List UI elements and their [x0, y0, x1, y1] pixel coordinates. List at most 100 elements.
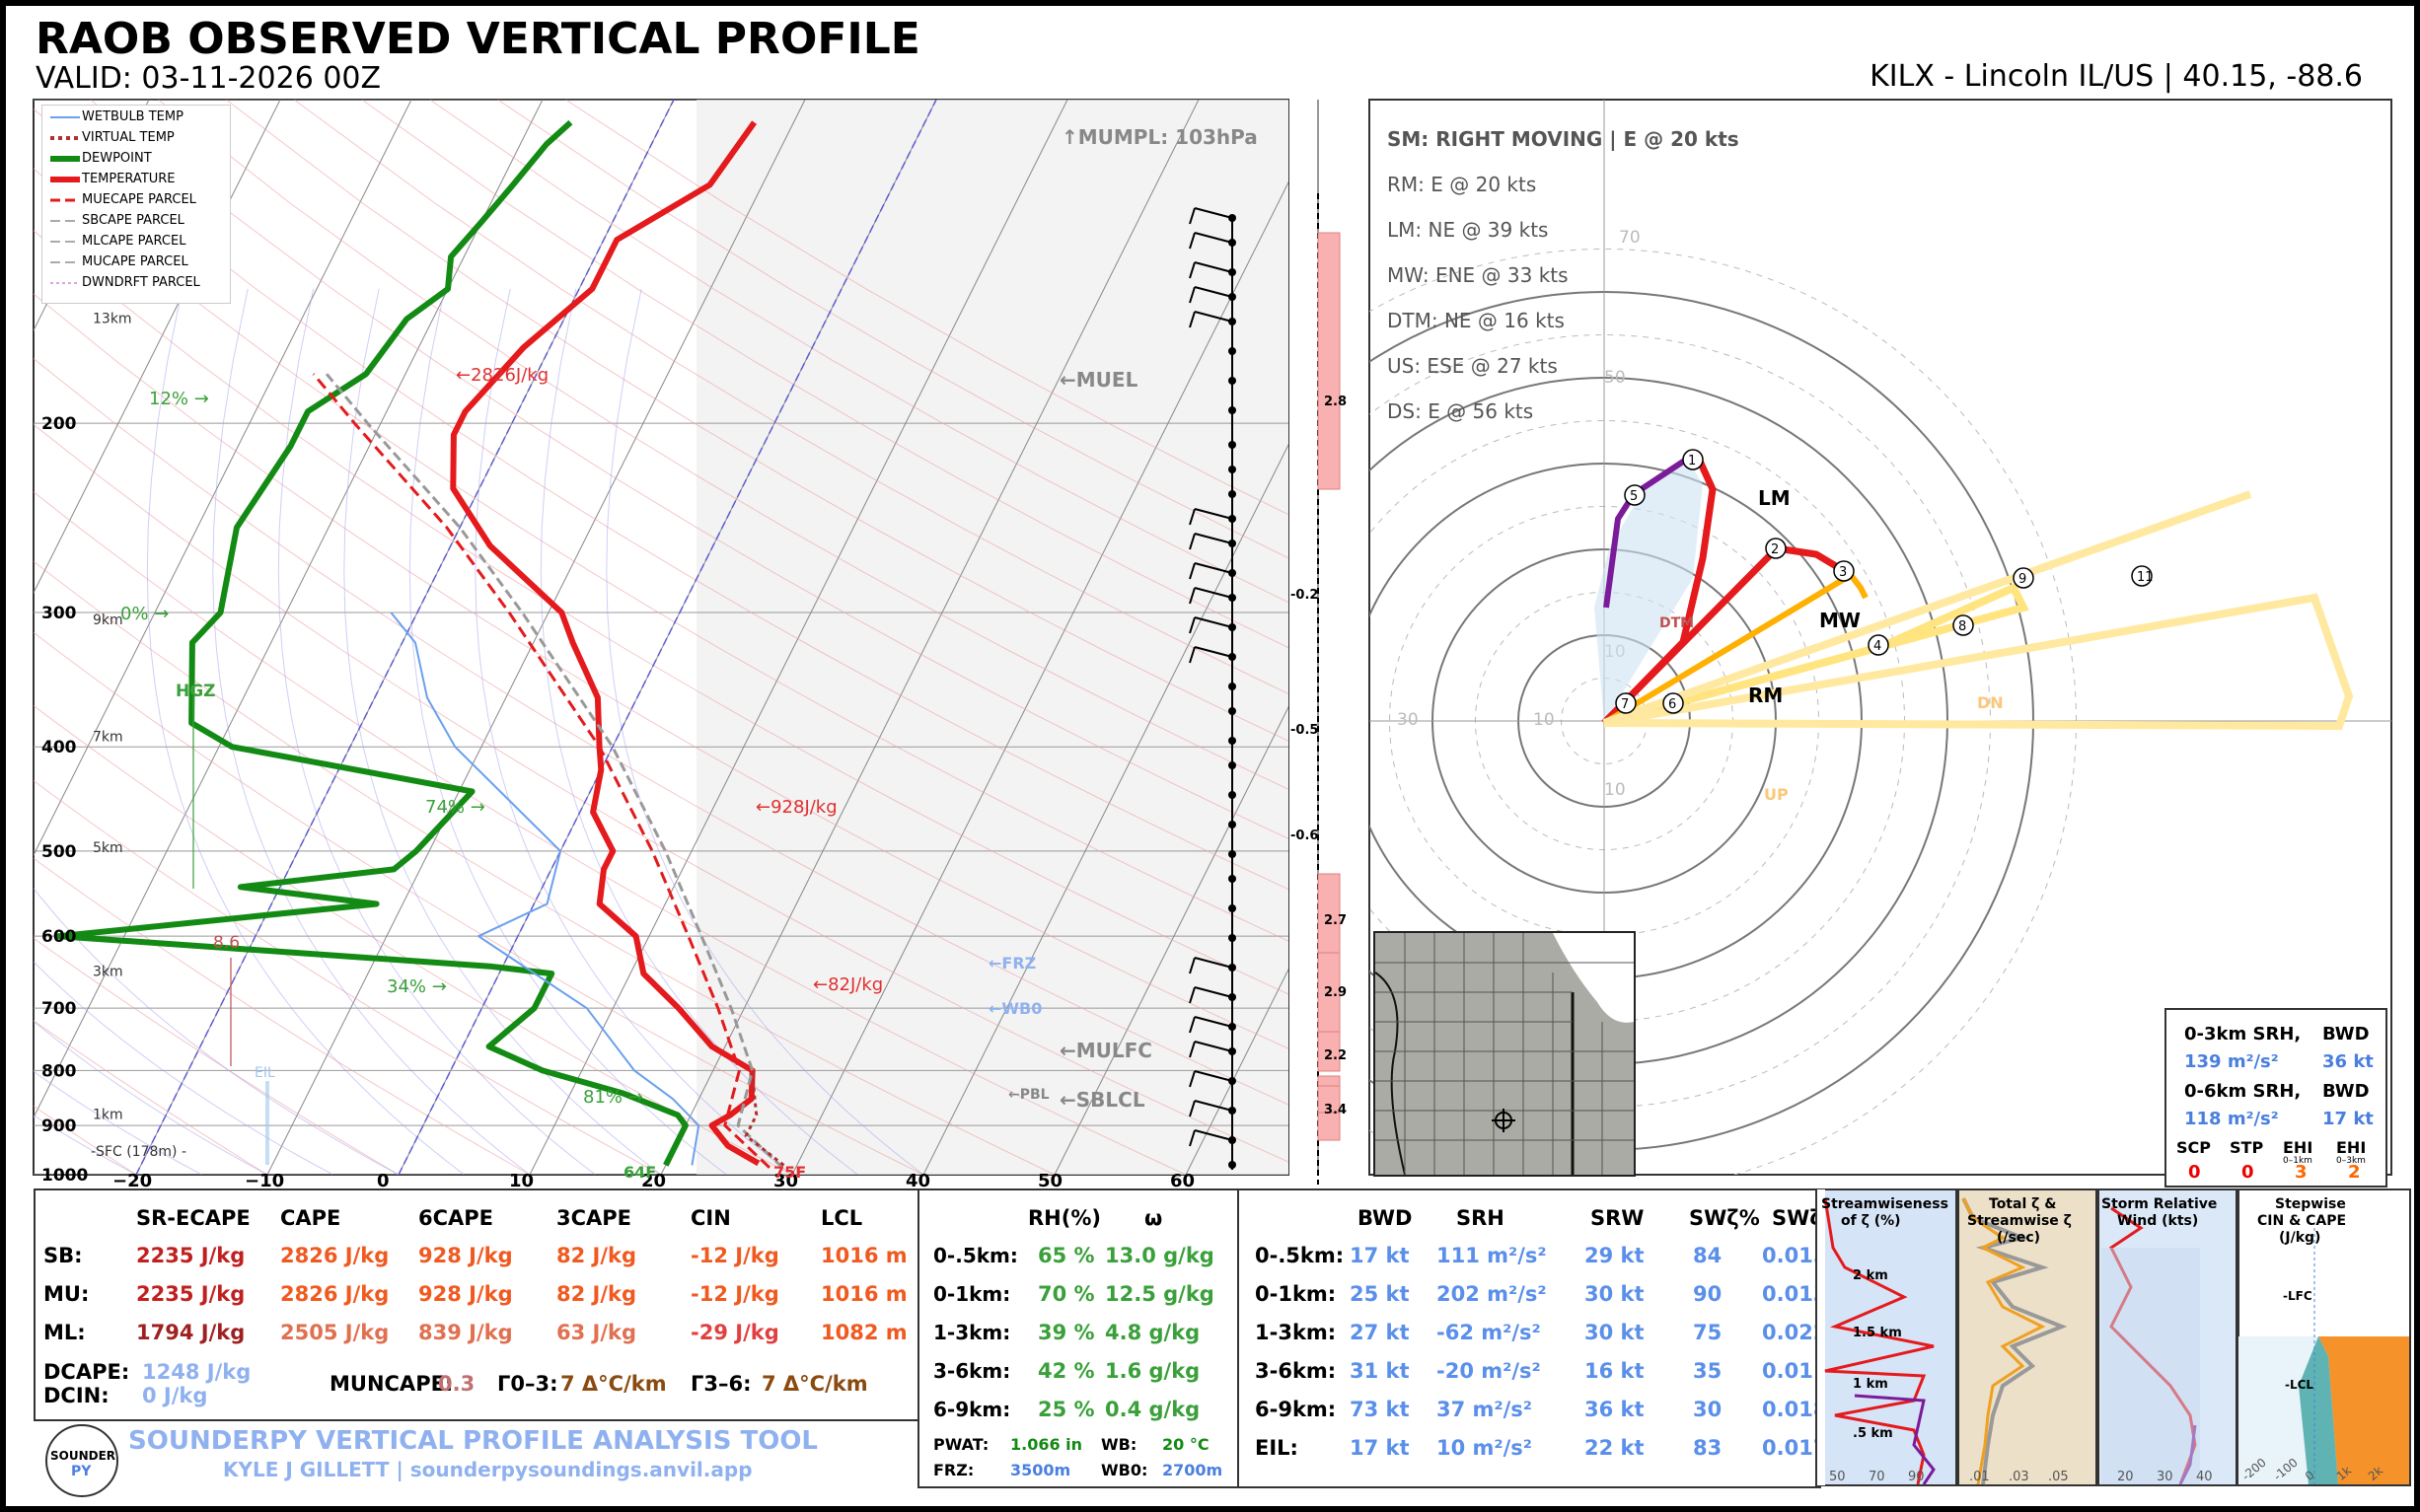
hodo-height-label: 2 [1771, 542, 1779, 557]
param-value: 928 J/kg [418, 1244, 513, 1267]
temp-tick: 40 [906, 1171, 930, 1191]
cape-label: ←2826J/kg [456, 365, 549, 386]
legend-entry: MUECAPE PARCEL [48, 192, 196, 212]
hgz-label: HGZ [176, 682, 216, 701]
kin-value: 84 [1693, 1244, 1723, 1267]
wind-barb-flag [1189, 261, 1196, 279]
moist-adiabat [277, 288, 596, 1175]
param-value: 2235 J/kg [136, 1282, 246, 1306]
param-value: 2826 J/kg [280, 1244, 390, 1267]
p4-title-a: Stepwise [2275, 1196, 2346, 1212]
storm-motion: SM: RIGHT MOVING | E @ 20 kts [1387, 127, 1739, 151]
hodo-trace-9 [1602, 490, 2252, 727]
wind-barb-flag [1189, 1016, 1196, 1034]
param-col-header: CAPE [280, 1206, 341, 1230]
legend-entry: WETBULB TEMP [48, 109, 183, 129]
p3-tick: 30 [2157, 1470, 2173, 1484]
wind-barb [1194, 311, 1233, 323]
kin-col-header: SRW [1590, 1206, 1645, 1230]
param-value: 82 J/kg [556, 1282, 637, 1306]
wind-barb [1194, 616, 1233, 628]
shear-value: -0.6 [1290, 828, 1318, 843]
param-value: 1082 m [821, 1321, 908, 1344]
stp-label: STP [2230, 1138, 2264, 1157]
legend-swatch [50, 135, 80, 140]
wind-barb [1194, 957, 1233, 969]
wind-barb-flag [1189, 562, 1196, 580]
param-value: 1016 m [821, 1244, 908, 1267]
wb0-label: WB0: [1101, 1461, 1148, 1479]
moist-adiabat [34, 961, 333, 1175]
shear-bar [1317, 1085, 1341, 1114]
wind-barb-flag [1189, 957, 1196, 974]
dry-adiabat [34, 491, 1187, 1175]
temp-tick: 0 [377, 1171, 390, 1191]
rh-label: 34% → [387, 976, 447, 997]
isotherm [34, 100, 412, 857]
hodo-mark-mw: MW [1819, 609, 1861, 632]
p1-height: 2 km [1853, 1268, 1888, 1283]
dry-adiabat [293, 100, 1288, 694]
kin-value: 27 kt [1350, 1321, 1410, 1344]
wind-barb-dot [1228, 347, 1236, 355]
kin-value: 30 [1693, 1398, 1723, 1421]
dry-adiabat [34, 560, 1056, 1175]
legend-label: VIRTUAL TEMP [82, 130, 175, 145]
isotherm [34, 100, 544, 1119]
frz-value: 3500m [1010, 1461, 1071, 1479]
p1-height: 1.5 km [1853, 1326, 1902, 1340]
dry-adiabat [34, 230, 1288, 995]
logo-py: PY [71, 1464, 92, 1479]
shear-value: -0.5 [1290, 723, 1318, 738]
param-value: 1794 J/kg [136, 1321, 246, 1344]
hodo-trace-2 [1601, 544, 1853, 726]
legend-label: WETBULB TEMP [82, 109, 183, 124]
param-value: -12 J/kg [691, 1244, 779, 1267]
wind-barb-dot [1228, 466, 1236, 473]
bwd06-label: BWD [2322, 1081, 2370, 1102]
dry-adiabat [90, 100, 1288, 839]
sfc-temp: 75F [773, 1163, 806, 1182]
ds-vector: DS: E @ 56 kts [1387, 399, 1534, 423]
hodo-height-marker [1952, 614, 1974, 636]
param-value: 2235 J/kg [136, 1244, 246, 1267]
moist-row-label: 3-6km: [933, 1359, 1011, 1383]
level-label: ←SBLCL [1060, 1088, 1145, 1112]
dry-adiabat [157, 100, 1288, 790]
level-label: ←FRZ [989, 954, 1036, 972]
pressure-tick-500: 500 [41, 842, 77, 862]
sfc-label: -SFC (178m) - [91, 1144, 186, 1160]
moist-rh: 39 % [1038, 1321, 1095, 1344]
wind-barb-flag [1189, 616, 1196, 634]
dry-adiabat [34, 1020, 268, 1175]
level-label: ↑MUMPL: 103hPa [1062, 125, 1258, 149]
moist-rh: 70 % [1038, 1282, 1095, 1306]
p4-cape [2318, 1336, 2409, 1484]
kin-col-header: SWζ% [1689, 1206, 1760, 1230]
wind-barb [1194, 986, 1233, 998]
wind-barb-dot [1228, 850, 1236, 858]
hodo-height-marker [2131, 565, 2153, 587]
wind-barb [1194, 1070, 1233, 1082]
bwd03-label: BWD [2322, 1024, 2370, 1044]
sounderpy-logo: SOUNDER PY [45, 1424, 118, 1497]
p4-cin [2299, 1336, 2338, 1484]
legend-swatch [50, 240, 80, 243]
param-row-label: MU: [43, 1282, 90, 1306]
wind-barb-flag [1189, 1100, 1196, 1117]
mw-vector: MW: ENE @ 33 kts [1387, 263, 1569, 287]
wind-barb-dot [1228, 490, 1236, 498]
moisture-table: RH(%) ω 0-.5km: 65 % 13.0 g/kg 0-1km: 70 % 12.5… [917, 1188, 1241, 1488]
series-dewpoint [55, 119, 689, 1167]
moist-w: 13.0 g/kg [1105, 1244, 1214, 1267]
wind-barb-dot [1228, 821, 1236, 828]
skewt-legend: WETBULB TEMP VIRTUAL TEMP DEWPOINT TEMPERAT… [41, 105, 231, 304]
p3-tick: 20 [2117, 1470, 2134, 1484]
shear-value: 3.4 [1324, 1103, 1347, 1117]
legend-entry: VIRTUAL TEMP [48, 130, 175, 150]
rh-label: 12% → [149, 389, 209, 409]
minus20-isotherm [135, 100, 675, 1175]
rh-label: 0% → [120, 604, 169, 624]
moist-row-label: 6-9km: [933, 1398, 1011, 1421]
height-label: 13km [93, 311, 132, 326]
